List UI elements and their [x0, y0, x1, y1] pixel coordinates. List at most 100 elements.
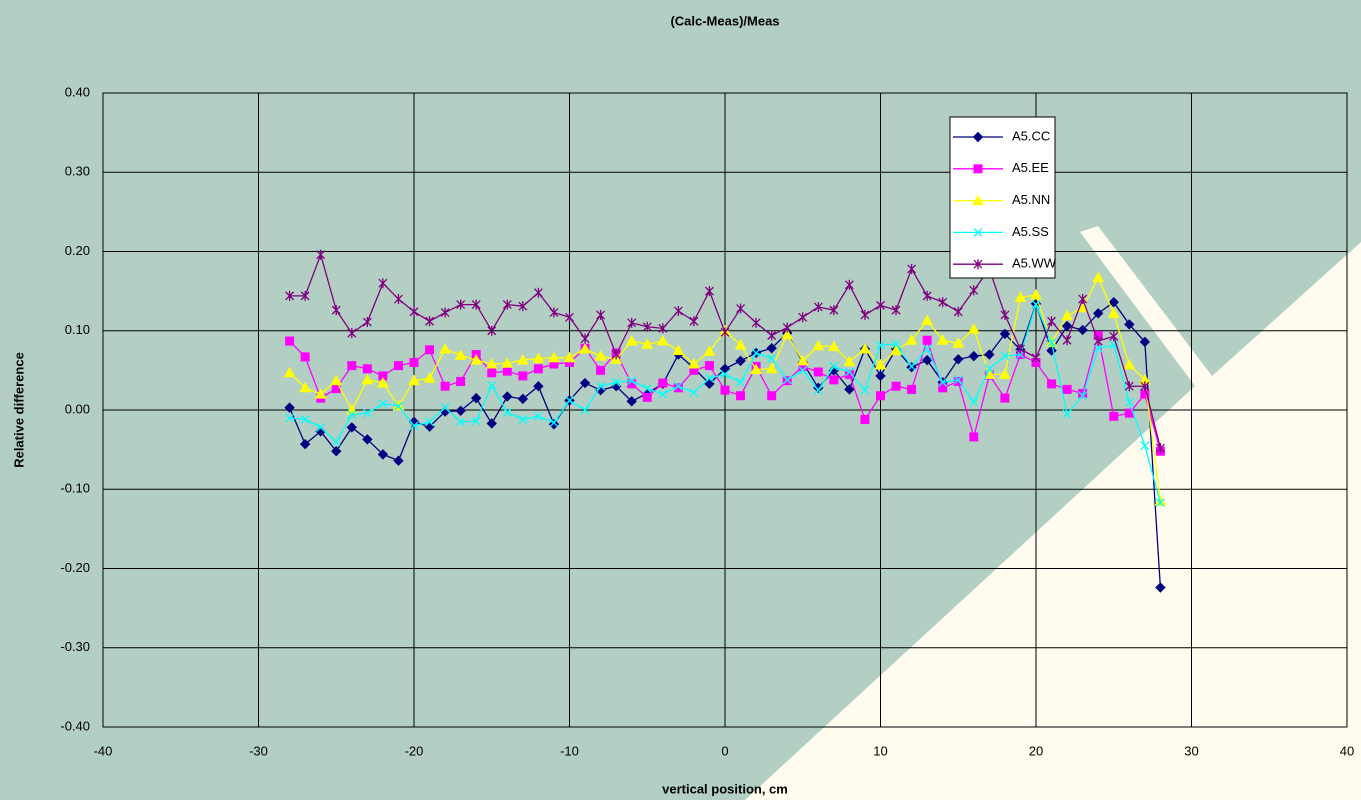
marker [532, 352, 545, 363]
y-axis-title: Relative difference [11, 352, 26, 468]
marker [378, 399, 388, 409]
marker [876, 300, 885, 311]
marker [969, 432, 979, 442]
marker [921, 354, 933, 366]
marker [704, 286, 714, 297]
marker [922, 344, 932, 354]
marker [440, 307, 450, 318]
marker [673, 381, 683, 391]
marker [999, 328, 1011, 340]
marker [984, 364, 994, 374]
marker [284, 402, 295, 413]
marker [471, 299, 481, 310]
marker [972, 194, 984, 206]
marker [563, 351, 576, 363]
marker [1000, 351, 1010, 361]
marker [596, 365, 606, 375]
x-tick-label: -30 [249, 743, 268, 758]
marker [953, 375, 963, 385]
marker [1109, 411, 1119, 421]
marker [377, 377, 389, 388]
marker [409, 357, 419, 367]
marker [1061, 320, 1073, 332]
marker [533, 287, 543, 298]
marker [300, 290, 310, 301]
marker [580, 333, 590, 344]
marker [767, 354, 777, 363]
marker [798, 312, 808, 323]
marker [1062, 384, 1072, 394]
marker [393, 361, 403, 371]
marker [1155, 443, 1165, 454]
x-tick-label: -10 [560, 743, 579, 758]
marker [625, 335, 638, 346]
marker [1047, 316, 1057, 327]
y-tick-label: -0.30 [60, 639, 90, 654]
marker [973, 227, 983, 237]
marker [907, 384, 917, 394]
marker [876, 391, 885, 401]
marker [1093, 336, 1103, 347]
marker [813, 301, 823, 312]
x-tick-label: 0 [721, 743, 728, 758]
marker [1123, 358, 1136, 370]
marker [1047, 379, 1057, 389]
marker [813, 385, 823, 395]
marker [487, 368, 497, 378]
marker [812, 339, 825, 351]
x-tick-label: 40 [1340, 743, 1354, 758]
marker [300, 352, 310, 362]
marker [891, 381, 901, 391]
marker [299, 438, 311, 450]
marker [704, 378, 715, 390]
marker [891, 305, 901, 316]
marker [316, 422, 326, 432]
legend-box [949, 116, 1056, 279]
marker [720, 385, 730, 395]
marker [362, 434, 373, 445]
plot-area [102, 92, 1348, 728]
marker [658, 378, 668, 388]
marker [922, 335, 932, 345]
y-tick-label: 0.30 [65, 164, 90, 179]
marker [502, 391, 513, 402]
marker [470, 354, 483, 365]
marker [408, 374, 420, 386]
marker [470, 392, 482, 404]
marker [1078, 391, 1088, 401]
marker [890, 344, 902, 356]
marker [641, 338, 654, 349]
marker [688, 358, 700, 369]
marker [969, 397, 979, 407]
marker [518, 415, 528, 424]
marker [362, 408, 372, 418]
marker [720, 369, 730, 379]
marker [921, 314, 933, 325]
marker [596, 381, 606, 391]
marker [642, 384, 652, 394]
marker [658, 323, 668, 334]
marker [843, 355, 856, 367]
marker [938, 297, 948, 308]
marker [627, 376, 637, 386]
marker [1031, 300, 1041, 310]
marker [330, 374, 343, 386]
marker [1108, 297, 1119, 308]
legend-label: A5.WW [1012, 256, 1057, 271]
marker [548, 351, 560, 363]
marker [1092, 271, 1105, 283]
marker [875, 370, 886, 382]
marker [1140, 441, 1150, 451]
marker [953, 376, 963, 386]
marker [952, 337, 965, 348]
marker [973, 164, 983, 174]
marker [796, 354, 809, 366]
legend-label: A5.CC [1012, 128, 1050, 143]
marker [656, 335, 669, 346]
marker [642, 321, 652, 332]
marker [689, 388, 699, 398]
marker [455, 405, 466, 416]
marker [1107, 307, 1120, 318]
marker [973, 259, 983, 270]
marker [642, 392, 652, 402]
